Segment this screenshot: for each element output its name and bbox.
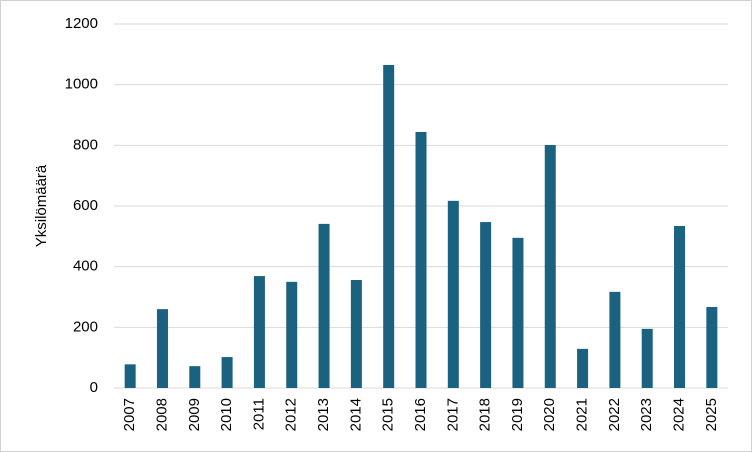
x-tick-label: 2008 <box>153 398 170 431</box>
bar <box>415 131 427 388</box>
y-tick-label: 800 <box>73 136 98 153</box>
y-tick-label: 1000 <box>65 76 98 93</box>
y-axis-label: Yksilömäärä <box>33 164 50 247</box>
bar <box>480 222 492 388</box>
bar <box>512 237 524 388</box>
x-tick-label: 2019 <box>509 398 526 431</box>
y-tick-label: 0 <box>90 379 98 396</box>
x-tick-label: 2016 <box>412 398 429 431</box>
x-tick-label: 2012 <box>283 398 300 431</box>
x-tick-label: 2023 <box>638 398 655 431</box>
x-tick-label: 2009 <box>186 398 203 431</box>
x-tick-label: 2017 <box>444 398 461 431</box>
x-tick-label: 2025 <box>703 398 720 431</box>
x-tick-label: 2018 <box>477 398 494 431</box>
x-tick-label: 2014 <box>347 398 364 431</box>
bar <box>318 223 330 388</box>
x-tick-label: 2015 <box>380 398 397 431</box>
y-tick-label: 200 <box>73 318 98 335</box>
y-tick-label: 1200 <box>65 15 98 32</box>
y-tick-label: 400 <box>73 258 98 275</box>
bar <box>383 64 395 388</box>
x-tick-label: 2013 <box>315 398 332 431</box>
x-tick-label: 2011 <box>250 398 267 430</box>
x-tick-label: 2010 <box>218 398 235 431</box>
bar <box>544 145 556 388</box>
bar <box>189 366 201 388</box>
bar <box>253 276 265 388</box>
bar <box>674 226 686 388</box>
bar <box>221 357 233 388</box>
bar <box>641 328 653 388</box>
bar <box>609 291 621 388</box>
x-tick-label: 2021 <box>574 398 591 431</box>
y-tick-label: 600 <box>73 197 98 214</box>
bar <box>124 364 136 388</box>
x-tick-label: 2024 <box>670 398 687 431</box>
x-tick-label: 2007 <box>121 398 138 431</box>
bar <box>706 307 718 388</box>
x-tick-label: 2020 <box>541 398 558 431</box>
bar <box>577 348 589 388</box>
bar <box>156 309 168 388</box>
x-tick-label: 2022 <box>606 398 623 431</box>
bar <box>447 200 459 388</box>
bar <box>286 281 298 388</box>
bar <box>350 280 362 388</box>
